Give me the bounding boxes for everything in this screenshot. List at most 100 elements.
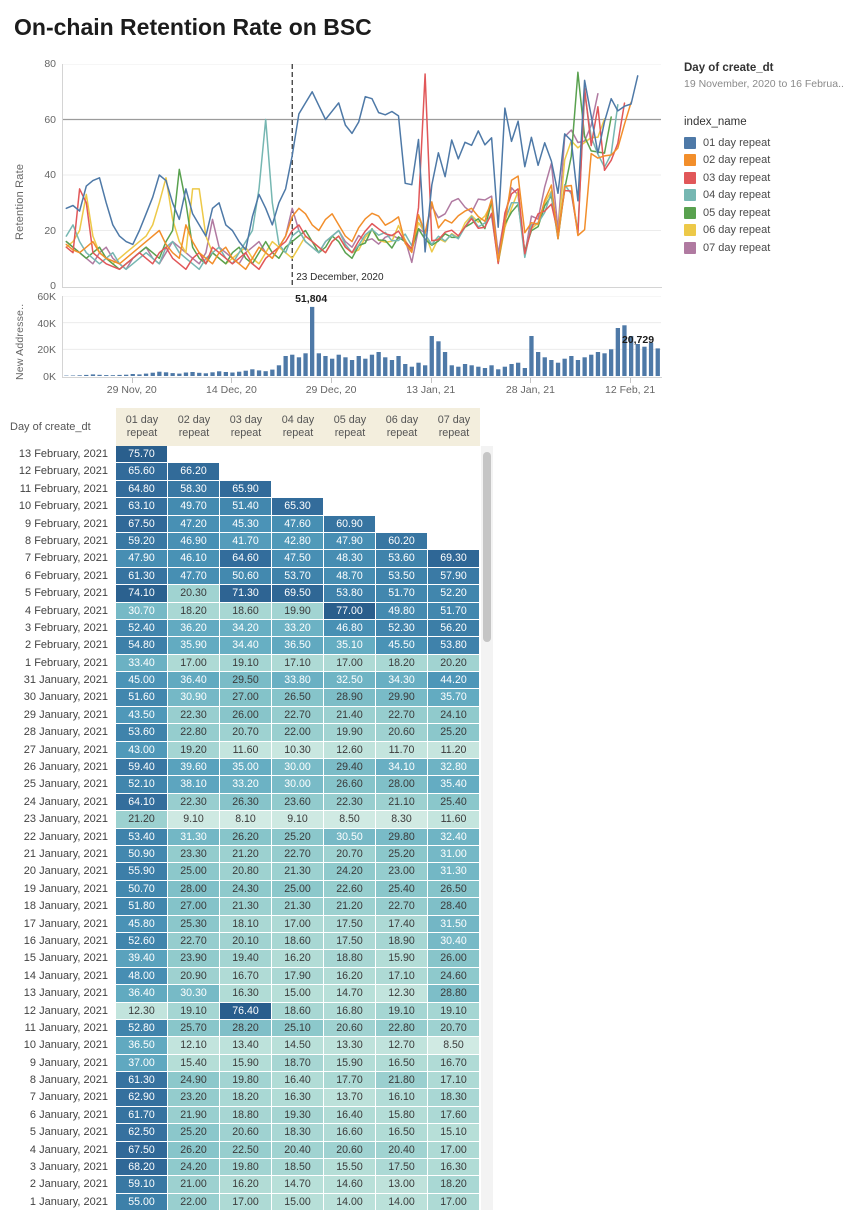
heatmap-cell[interactable]: 12.30 (376, 985, 428, 1003)
legend-item[interactable]: 06 day repeat (684, 222, 860, 240)
heatmap-cell[interactable]: 16.50 (376, 1054, 428, 1073)
heatmap-cell[interactable]: 47.70 (168, 567, 220, 586)
heatmap-cell[interactable]: 18.60 (272, 1002, 324, 1020)
heatmap-cell[interactable]: 16.80 (324, 1002, 376, 1020)
heatmap-cell[interactable]: 16.50 (376, 1124, 428, 1142)
heatmap-cell[interactable] (376, 463, 428, 481)
row-date-label[interactable]: 8 February, 2021 (25, 534, 108, 547)
heatmap-cell[interactable]: 43.50 (116, 706, 168, 725)
heatmap-cell[interactable]: 66.20 (168, 463, 220, 481)
heatmap-cell[interactable]: 18.10 (220, 915, 272, 933)
heatmap-cell[interactable] (428, 498, 480, 516)
heatmap-cell[interactable]: 19.10 (376, 1002, 428, 1020)
heatmap-cell[interactable]: 19.80 (220, 1159, 272, 1177)
heatmap-cell[interactable]: 17.60 (428, 1106, 480, 1125)
bar[interactable] (522, 368, 527, 376)
bar[interactable] (383, 357, 388, 376)
heatmap-cell[interactable]: 18.60 (272, 932, 324, 951)
heatmap-cell[interactable]: 28.80 (428, 985, 480, 1003)
heatmap-cell[interactable]: 52.20 (428, 585, 480, 603)
heatmap-cell[interactable]: 13.00 (376, 1176, 428, 1194)
bar[interactable] (110, 375, 115, 376)
bar[interactable] (90, 374, 96, 376)
heatmap-cell[interactable] (324, 446, 376, 464)
heatmap-cell[interactable]: 14.70 (324, 985, 376, 1003)
heatmap-cell[interactable]: 46.90 (168, 532, 220, 551)
heatmap-cell[interactable]: 31.30 (168, 828, 220, 846)
bar[interactable] (476, 366, 481, 376)
heatmap-cell[interactable]: 21.80 (376, 1072, 428, 1090)
bar[interactable] (217, 371, 222, 376)
heatmap-cell[interactable]: 59.10 (116, 1176, 168, 1194)
legend-item[interactable]: 01 day repeat (684, 134, 860, 152)
bar[interactable] (230, 372, 235, 377)
retention-line-plot[interactable] (62, 63, 662, 288)
heatmap-cell[interactable]: 18.20 (428, 1176, 480, 1194)
heatmap-cell[interactable]: 29.50 (220, 672, 272, 690)
heatmap-cell[interactable]: 17.00 (168, 654, 220, 673)
heatmap-cell[interactable]: 20.80 (220, 863, 272, 881)
heatmap-cell[interactable]: 62.50 (116, 1124, 168, 1142)
bar[interactable] (250, 369, 255, 376)
heatmap-cell[interactable]: 24.10 (428, 706, 480, 725)
column-header[interactable]: 04 day repeat (272, 408, 324, 446)
bar[interactable] (555, 362, 561, 376)
heatmap-cell[interactable]: 30.40 (428, 932, 480, 951)
heatmap-cell[interactable]: 15.40 (168, 1054, 220, 1073)
heatmap-cell[interactable]: 61.30 (116, 567, 168, 586)
bar[interactable] (70, 375, 76, 377)
heatmap-cell[interactable]: 67.50 (116, 1141, 168, 1160)
heatmap-cell[interactable]: 76.40 (220, 1002, 272, 1020)
heatmap-cell[interactable]: 15.50 (324, 1159, 376, 1177)
row-date-label[interactable]: 21 January, 2021 (23, 847, 108, 860)
row-date-label[interactable]: 27 January, 2021 (23, 743, 108, 756)
heatmap-cell[interactable]: 26.00 (220, 706, 272, 725)
heatmap-cell[interactable]: 51.80 (116, 898, 168, 916)
heatmap-cell[interactable]: 53.40 (116, 828, 168, 846)
heatmap-cell[interactable]: 48.00 (116, 967, 168, 986)
heatmap-cell[interactable]: 13.40 (220, 1037, 272, 1055)
row-date-label[interactable]: 5 February, 2021 (25, 587, 108, 600)
row-date-label[interactable]: 25 January, 2021 (23, 778, 108, 791)
heatmap-cell[interactable]: 31.30 (428, 863, 480, 881)
heatmap-cell[interactable]: 53.80 (324, 585, 376, 603)
heatmap-cell[interactable]: 20.70 (428, 1019, 480, 1038)
heatmap-cell[interactable]: 18.60 (220, 602, 272, 620)
bar[interactable] (117, 374, 122, 376)
bar[interactable] (642, 346, 647, 376)
heatmap-cell[interactable]: 34.40 (220, 637, 272, 655)
bar[interactable] (157, 371, 162, 376)
bar[interactable] (143, 373, 149, 376)
heatmap-cell[interactable]: 20.70 (324, 845, 376, 864)
row-date-label[interactable]: 2 February, 2021 (25, 639, 108, 652)
heatmap-cell[interactable]: 17.00 (428, 1193, 480, 1210)
heatmap-cell[interactable] (220, 446, 272, 464)
heatmap-cell[interactable]: 57.90 (428, 567, 480, 586)
heatmap-cell[interactable]: 18.30 (272, 1124, 324, 1142)
row-date-label[interactable]: 30 January, 2021 (23, 691, 108, 704)
heatmap-cell[interactable]: 13.70 (324, 1089, 376, 1107)
heatmap-cell[interactable]: 47.90 (116, 550, 168, 568)
heatmap-cell[interactable]: 8.10 (220, 811, 272, 829)
bar[interactable] (502, 366, 507, 376)
line-series-01-day-repeat[interactable] (65, 75, 639, 253)
heatmap-cell[interactable]: 26.20 (168, 1141, 220, 1160)
heatmap-cell[interactable]: 12.70 (376, 1037, 428, 1055)
heatmap-cell[interactable]: 17.10 (376, 967, 428, 986)
heatmap-cell[interactable]: 17.40 (376, 915, 428, 933)
column-header[interactable]: 05 day repeat (324, 408, 376, 446)
heatmap-cell[interactable]: 26.60 (324, 776, 376, 794)
row-date-label[interactable]: 10 January, 2021 (23, 1039, 108, 1052)
row-date-label[interactable]: 24 January, 2021 (23, 795, 108, 808)
heatmap-cell[interactable]: 50.60 (220, 567, 272, 586)
heatmap-cell[interactable]: 63.10 (116, 498, 168, 516)
heatmap-cell[interactable]: 22.70 (376, 898, 428, 916)
heatmap-cell[interactable]: 24.60 (428, 967, 480, 986)
bar[interactable] (582, 357, 587, 376)
heatmap-cell[interactable]: 16.30 (428, 1159, 480, 1177)
bar[interactable] (456, 366, 461, 376)
bar[interactable] (615, 328, 620, 376)
heatmap-cell[interactable]: 30.70 (116, 602, 168, 620)
heatmap-cell[interactable]: 10.30 (272, 741, 324, 760)
heatmap-cell[interactable]: 14.70 (272, 1176, 324, 1194)
